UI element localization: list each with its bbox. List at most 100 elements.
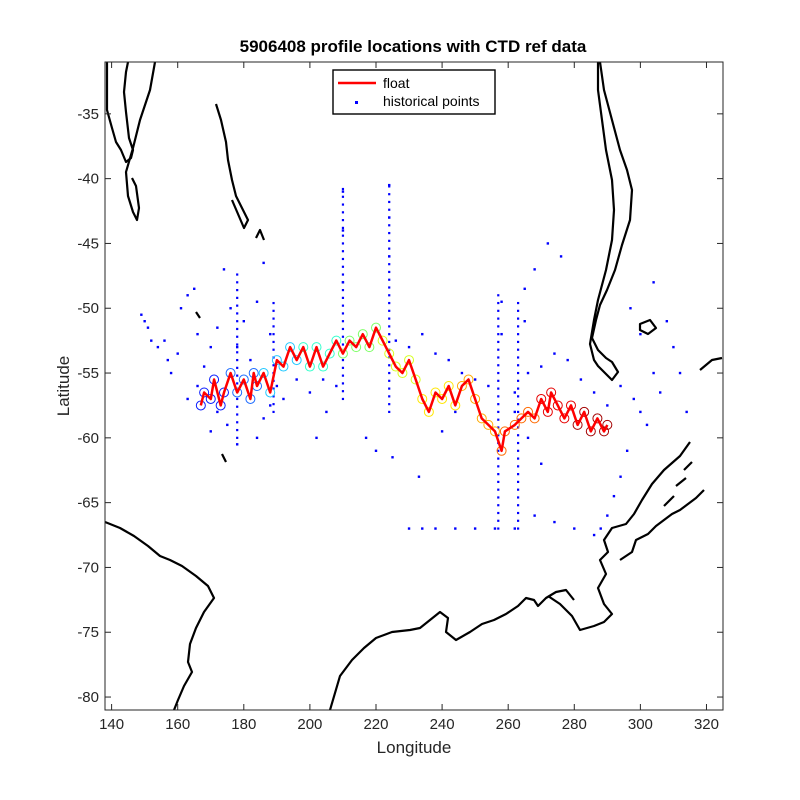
y-tick-label: -65 — [77, 495, 99, 512]
historical-point — [322, 378, 324, 380]
historical-point — [193, 288, 195, 290]
historical-point — [342, 273, 344, 275]
historical-point — [672, 346, 674, 348]
historical-point — [272, 364, 274, 366]
historical-point — [497, 457, 499, 459]
historical-point — [388, 263, 390, 265]
legend: float historical points — [333, 70, 495, 114]
historical-point — [186, 398, 188, 400]
historical-point — [342, 336, 344, 338]
historical-point — [408, 527, 410, 529]
historical-point — [497, 473, 499, 475]
historical-point — [639, 333, 641, 335]
historical-point — [282, 398, 284, 400]
historical-point — [497, 372, 499, 374]
historical-point — [249, 359, 251, 361]
historical-point — [497, 481, 499, 483]
historical-point — [497, 395, 499, 397]
historical-point — [524, 320, 526, 322]
historical-point — [408, 346, 410, 348]
historical-point — [421, 527, 423, 529]
historical-point — [517, 403, 519, 405]
historical-point — [388, 364, 390, 366]
historical-point — [272, 341, 274, 343]
historical-point — [388, 209, 390, 211]
historical-point — [547, 242, 549, 244]
historical-point — [236, 297, 238, 299]
historical-point — [517, 527, 519, 529]
x-tick-label: 320 — [694, 716, 719, 733]
x-tick-label: 240 — [430, 716, 455, 733]
historical-point — [517, 302, 519, 304]
historical-point — [497, 349, 499, 351]
historical-point — [593, 534, 595, 536]
historical-point — [272, 403, 274, 405]
historical-point — [342, 266, 344, 268]
historical-point — [517, 512, 519, 514]
historical-point — [143, 320, 145, 322]
historical-point — [342, 382, 344, 384]
historical-point — [342, 188, 344, 190]
historical-point — [342, 219, 344, 221]
historical-point — [666, 320, 668, 322]
historical-point — [395, 339, 397, 341]
historical-point — [497, 527, 499, 529]
y-tick-label: -55 — [77, 365, 99, 382]
historical-point — [517, 411, 519, 413]
historical-point — [517, 395, 519, 397]
historical-point — [514, 527, 516, 529]
x-tick-label: 140 — [99, 716, 124, 733]
historical-point — [236, 443, 238, 445]
historical-point — [514, 391, 516, 393]
historical-point — [276, 385, 278, 387]
x-tick-label: 260 — [496, 716, 521, 733]
historical-point — [497, 364, 499, 366]
historical-point — [517, 356, 519, 358]
historical-point — [517, 434, 519, 436]
historical-point — [606, 404, 608, 406]
historical-point — [342, 375, 344, 377]
historical-point — [388, 232, 390, 234]
historical-point — [342, 390, 344, 392]
historical-point — [272, 318, 274, 320]
historical-point — [236, 328, 238, 330]
historical-point — [566, 359, 568, 361]
historical-point — [514, 411, 516, 413]
historical-point — [434, 527, 436, 529]
historical-point — [652, 372, 654, 374]
historical-point — [236, 351, 238, 353]
historical-point — [196, 333, 198, 335]
x-tick-label: 180 — [231, 716, 256, 733]
historical-point — [342, 242, 344, 244]
historical-point — [497, 512, 499, 514]
historical-point — [613, 495, 615, 497]
historical-point — [236, 367, 238, 369]
historical-point — [619, 385, 621, 387]
historical-point — [388, 216, 390, 218]
historical-point — [497, 356, 499, 358]
historical-point — [497, 520, 499, 522]
historical-point — [325, 411, 327, 413]
historical-point — [342, 235, 344, 237]
y-tick-label: -50 — [77, 300, 99, 317]
historical-point — [388, 279, 390, 281]
historical-point — [335, 385, 337, 387]
historical-point — [580, 378, 582, 380]
historical-point — [210, 346, 212, 348]
historical-point — [517, 325, 519, 327]
historical-point — [388, 224, 390, 226]
historical-point — [517, 380, 519, 382]
historical-point — [236, 429, 238, 431]
historical-point — [606, 514, 608, 516]
y-tick-label: -75 — [77, 624, 99, 641]
historical-point — [388, 240, 390, 242]
historical-point — [236, 375, 238, 377]
historical-point — [272, 349, 274, 351]
historical-point — [236, 336, 238, 338]
historical-point — [269, 333, 271, 335]
historical-point — [517, 465, 519, 467]
x-tick-label: 300 — [628, 716, 653, 733]
historical-point — [342, 211, 344, 213]
historical-point — [553, 352, 555, 354]
historical-point — [540, 463, 542, 465]
